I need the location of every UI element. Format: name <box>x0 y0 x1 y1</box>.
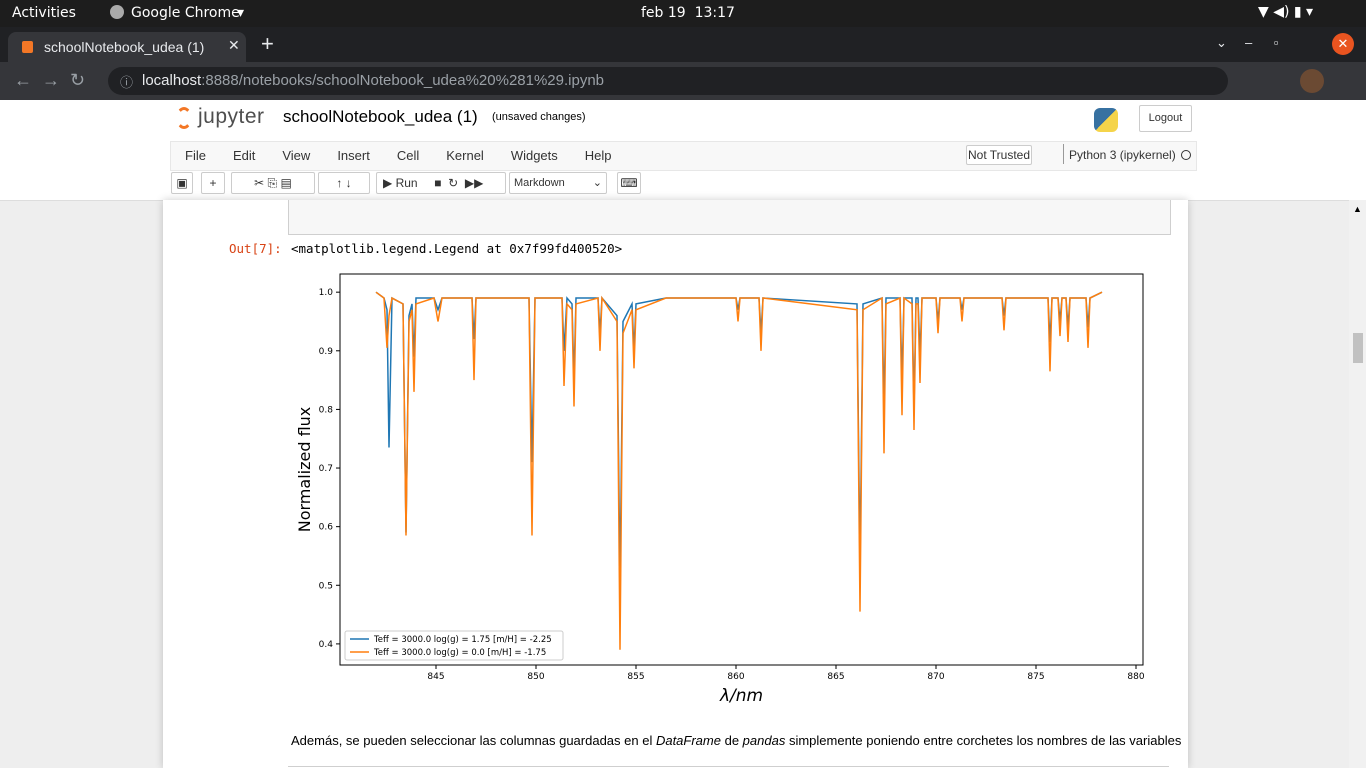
y-tick-label: 1.0 <box>319 288 334 298</box>
output-text: <matplotlib.legend.Legend at 0x7f99fd400… <box>291 241 623 256</box>
x-tick-label: 845 <box>427 672 444 682</box>
menu-item[interactable]: File <box>185 148 206 163</box>
x-tick-label: 850 <box>527 672 544 682</box>
x-axis-label: λ/nm <box>719 686 763 706</box>
x-tick-label: 855 <box>627 672 644 682</box>
chart: 845 850 855 860 865 870 875 880 0.4 0.5 0.6 0.7 0.8 0… <box>295 273 1145 706</box>
legend: Teff = 3000.0 log(g) = 1.75 [m/H] = -2.2… <box>344 630 564 661</box>
menu-item[interactable]: View <box>282 148 311 163</box>
menubar: Not Trusted Python 3 (ipykernel) File Edi… <box>170 141 1197 171</box>
status-icons[interactable]: ▼ ◀) ▮ ▾ <box>1258 4 1314 20</box>
url: localhost:8888/notebooks/schoolNotebook_… <box>142 72 604 89</box>
chrome-icon <box>110 5 124 19</box>
scroll-up[interactable]: ▲ <box>1353 204 1362 214</box>
text: Además, se pueden seleccionar las column… <box>291 733 656 748</box>
scroll-thumb[interactable] <box>1353 333 1363 363</box>
window-controls[interactable]: ⌄ – ▫ <box>1216 35 1279 50</box>
trust-indicator[interactable]: Not Trusted <box>966 145 1032 165</box>
next-cell[interactable] <box>288 766 1169 767</box>
omnibox[interactable]: ⓘ localhost:8888/notebooks/schoolNoteboo… <box>108 67 1228 95</box>
x-tick-label: 880 <box>1127 672 1144 682</box>
text-italic: DataFrame <box>655 733 721 748</box>
menu-item[interactable]: Widgets <box>510 148 558 163</box>
y-tick-label: 0.4 <box>319 640 334 650</box>
plot-frame <box>339 273 1144 666</box>
url-path: :8888/notebooks/schoolNotebook_udea%20%2… <box>201 72 605 89</box>
activities[interactable]: Activities <box>12 5 76 21</box>
notebook-title[interactable]: schoolNotebook_udea (1) <box>283 107 478 126</box>
cell-type-select[interactable]: Markdown ⌄ <box>509 172 607 194</box>
separator <box>1063 144 1064 164</box>
clock[interactable]: feb 19 13:17 <box>641 5 735 21</box>
scrollbar[interactable]: ▲ <box>1349 200 1366 768</box>
legend-label: Teff = 3000.0 log(g) = 0.0 [m/H] = -1.75 <box>373 648 546 658</box>
markdown-paragraph: Además, se pueden seleccionar las column… <box>291 733 1181 748</box>
y-tick-label: 0.8 <box>319 405 334 415</box>
jupyter-logo[interactable]: jupyter <box>198 105 265 128</box>
profile[interactable] <box>1300 69 1324 93</box>
run-label: Run <box>395 176 418 190</box>
x-tick-label: 870 <box>927 672 944 682</box>
series-line <box>375 291 1103 650</box>
out-prompt: Out[7]: <box>229 241 282 256</box>
notebook-header: jupyter schoolNotebook_udea (1) (unsaved… <box>0 100 1366 201</box>
menu-item[interactable]: Kernel <box>446 148 484 163</box>
text: de <box>720 733 743 748</box>
menu-item[interactable]: Help <box>584 148 612 163</box>
tab-strip: schoolNotebook_udea (1) ✕ + ⌄ – ▫ ✕ <box>0 27 1366 62</box>
series-line <box>375 291 1103 586</box>
run-buttons[interactable]: ▶ Run ■ ↻ ▶▶ <box>376 172 506 194</box>
nav-buttons[interactable]: ← → ↻ <box>14 70 86 90</box>
logout-button[interactable]: Logout <box>1139 105 1192 132</box>
app-menu[interactable]: Google Chrome <box>131 5 240 21</box>
text-italic: pandas <box>742 733 786 748</box>
python-logo <box>1094 108 1118 132</box>
keyboard-button[interactable]: ⌨ <box>617 172 641 194</box>
menu-item[interactable]: Insert <box>337 148 370 163</box>
y-tick-label: 0.5 <box>319 581 333 591</box>
x-tick-label: 860 <box>727 672 744 682</box>
x-tick-label: 875 <box>1027 672 1044 682</box>
move-buttons[interactable]: ↑ ↓ <box>318 172 370 194</box>
tab-icon <box>22 41 33 53</box>
y-tick-label: 0.9 <box>319 347 334 357</box>
system-top-bar: Activities Google Chrome ▾ feb 19 13:17 … <box>0 0 1366 27</box>
app-menu-arrow: ▾ <box>237 5 245 21</box>
tab[interactable]: schoolNotebook_udea (1) ✕ <box>8 32 246 62</box>
y-tick-label: 0.7 <box>319 464 333 474</box>
y-tick-label: 0.6 <box>319 523 334 533</box>
cell-type: Markdown <box>514 177 565 189</box>
save-button[interactable]: ▣ <box>171 172 193 194</box>
address-bar: ← → ↻ ⓘ localhost:8888/notebooks/schoolN… <box>0 62 1366 100</box>
x-tick-label: 865 <box>827 672 844 682</box>
kernel-indicator <box>1181 150 1191 160</box>
edit-buttons[interactable]: ✂ ⎘ ▤ <box>231 172 315 194</box>
legend-box <box>344 630 564 661</box>
tab-close[interactable]: ✕ <box>228 37 240 53</box>
menu-item[interactable]: Cell <box>396 148 420 163</box>
tab-title: schoolNotebook_udea (1) <box>44 39 205 55</box>
save-status: (unsaved changes) <box>492 111 586 123</box>
info-icon: ⓘ <box>120 75 134 90</box>
legend-label: Teff = 3000.0 log(g) = 1.75 [m/H] = -2.2… <box>373 635 552 645</box>
text: simplemente poniendo entre corchetes los… <box>785 733 1182 748</box>
close-window[interactable]: ✕ <box>1332 33 1354 55</box>
y-axis-label: Normalized flux <box>295 407 314 533</box>
url-host: localhost <box>142 72 202 89</box>
notebook-page: Out[7]: <matplotlib.legend.Legend at 0x7… <box>163 200 1188 768</box>
jupyter-logo-mark <box>176 107 192 129</box>
kernel-name[interactable]: Python 3 (ipykernel) <box>1069 148 1176 162</box>
input-cell[interactable] <box>288 200 1171 235</box>
new-tab[interactable]: + <box>261 31 274 56</box>
menu-item[interactable]: Edit <box>232 148 256 163</box>
add-cell-button[interactable]: + <box>201 172 225 194</box>
